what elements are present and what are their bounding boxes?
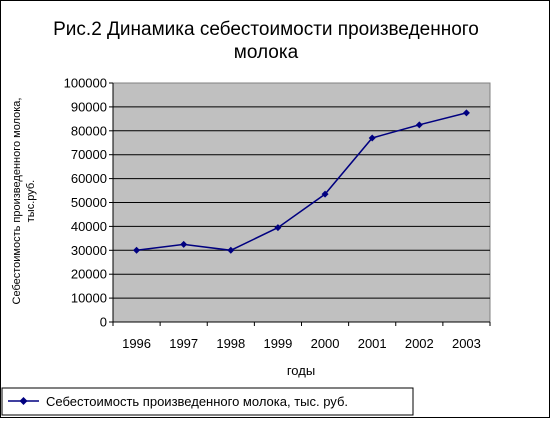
x-tick-label: 1997 — [169, 336, 198, 351]
y-tick-label: 10000 — [71, 291, 107, 306]
data-point — [415, 121, 423, 129]
y-tick-label: 30000 — [71, 243, 107, 258]
x-axis: 1996 1997 1998 1999 2000 2001 2002 2003 — [112, 321, 491, 351]
x-tick-label: 2002 — [405, 336, 434, 351]
y-tick-label: 80000 — [71, 123, 107, 138]
x-tick-label: 1999 — [263, 336, 292, 351]
y-tick-label: 70000 — [71, 147, 107, 162]
data-point — [133, 246, 141, 254]
series-layer — [133, 109, 470, 254]
x-tick-label: 1998 — [216, 336, 245, 351]
y-tick-label: 100000 — [64, 76, 107, 91]
data-point — [462, 109, 470, 117]
y-tick-label: 20000 — [71, 267, 107, 282]
chart-title-line-2: молока — [234, 42, 299, 63]
x-tick-label: 2000 — [311, 336, 340, 351]
gridlines — [113, 106, 490, 299]
x-tick-label: 2001 — [358, 336, 387, 351]
y-axis-label-line-1: Себестоимость произведенного молока, — [11, 98, 23, 305]
data-point — [227, 246, 235, 254]
data-point — [180, 240, 188, 248]
y-tick-label: 90000 — [71, 99, 107, 114]
series-line — [136, 112, 467, 252]
data-point — [368, 134, 376, 142]
y-tick-label: 40000 — [71, 219, 107, 234]
x-tick-label: 1996 — [122, 336, 151, 351]
x-tick-label: 2003 — [452, 336, 481, 351]
legend — [1, 387, 414, 416]
legend-entry-label: Себестоимость произведенного молока, тыс… — [46, 394, 348, 409]
data-point — [321, 190, 329, 198]
y-axis: 0 10000 20000 30000 40000 50000 60000 70000 8000… — [64, 76, 114, 330]
data-point — [274, 224, 282, 232]
y-tick-label: 60000 — [71, 171, 107, 186]
y-tick-label: 0 — [100, 315, 107, 330]
y-tick-label: 50000 — [71, 195, 107, 210]
chart-title-line-1: Рис.2 Динамика себестоимости произведенн… — [53, 19, 479, 40]
legend-marker-diamond — [19, 397, 28, 405]
x-axis-label: годы — [287, 363, 315, 378]
y-axis-label-line-2: тыс.руб. — [25, 180, 37, 222]
